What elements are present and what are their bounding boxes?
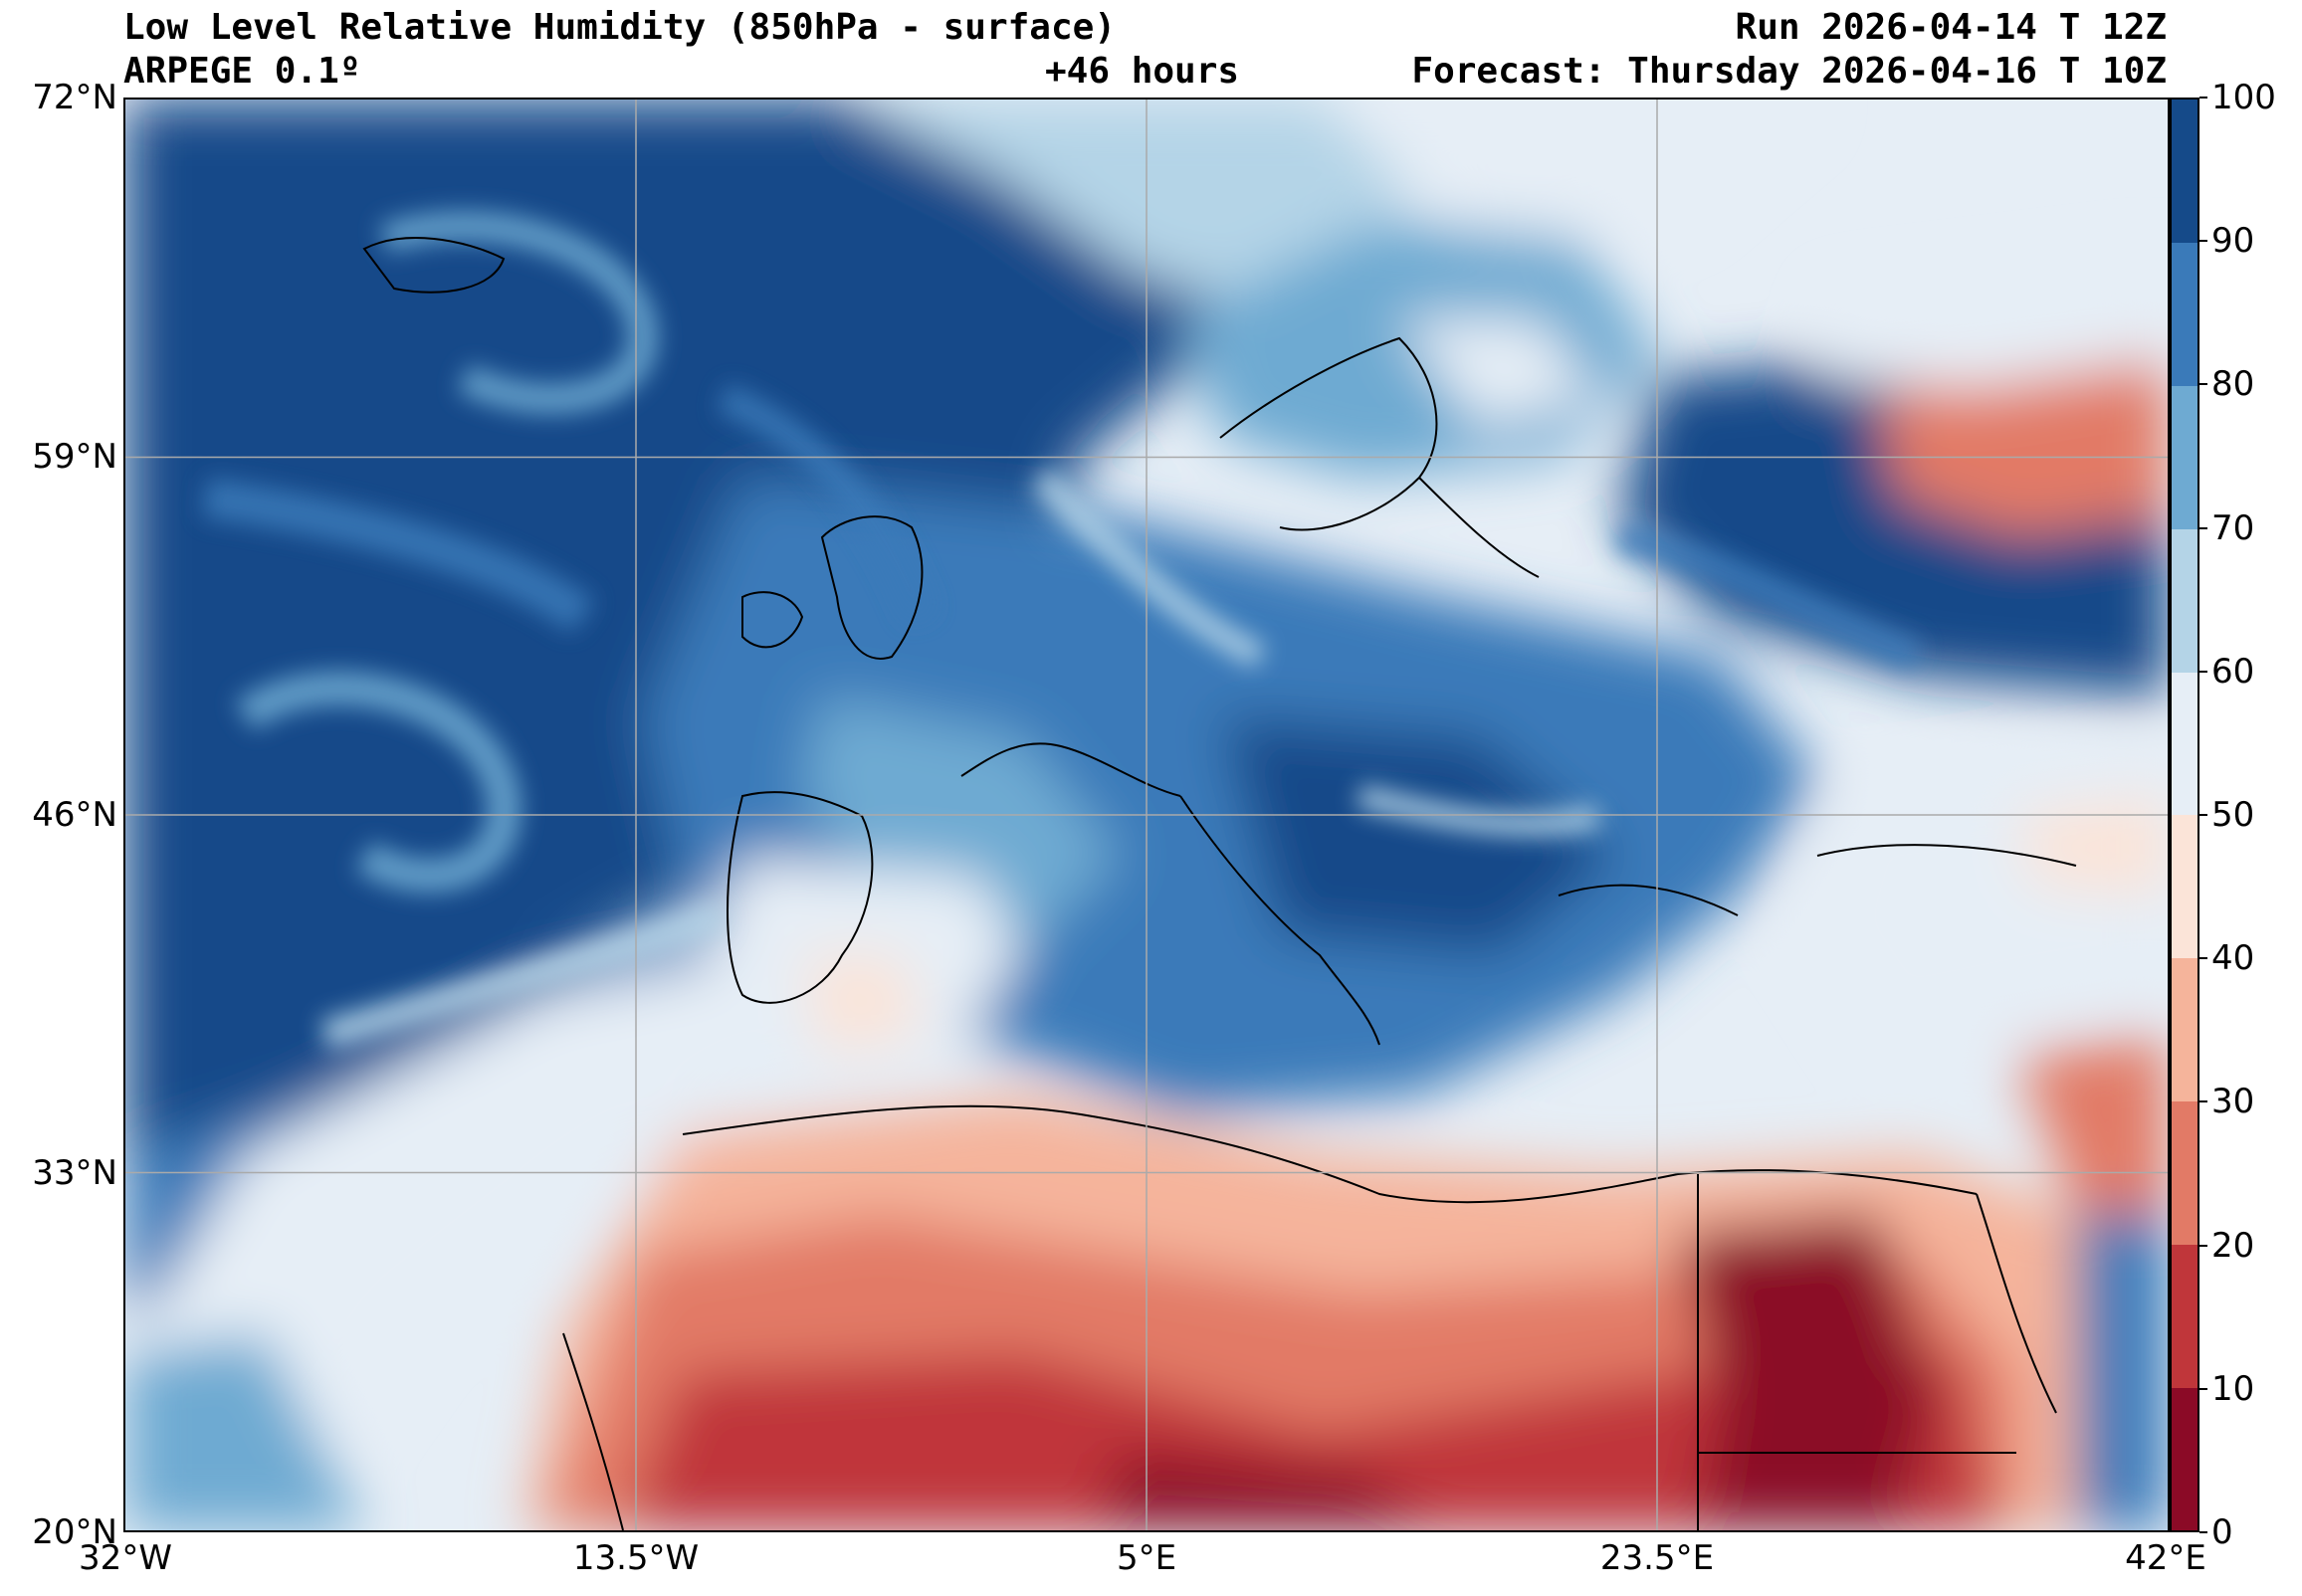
colorbar-tick-label: 100 bbox=[2211, 78, 2276, 117]
colorbar-tick bbox=[2199, 97, 2207, 99]
map-title: Low Level Relative Humidity (850hPa - su… bbox=[123, 7, 1116, 48]
colorbar-tick bbox=[2199, 1100, 2207, 1103]
colorbar-tick-label: 40 bbox=[2211, 938, 2255, 979]
colorbar-tick bbox=[2199, 1244, 2207, 1247]
lon-label-42e: 42°E bbox=[2125, 1538, 2206, 1578]
colorbar-tick-label: 80 bbox=[2211, 364, 2255, 405]
colorbar-tick-label: 10 bbox=[2211, 1368, 2255, 1409]
humidity-field bbox=[125, 100, 2168, 1530]
humidity-map[interactable] bbox=[123, 98, 2170, 1532]
colorbar-tick-label: 70 bbox=[2211, 507, 2255, 548]
colorbar-segment bbox=[2172, 1387, 2197, 1530]
colorbar-tick bbox=[2199, 383, 2207, 386]
lon-label-5e: 5°E bbox=[1116, 1538, 1177, 1578]
colorbar-segment bbox=[2172, 957, 2197, 1102]
colorbar-tick-label: 50 bbox=[2211, 795, 2255, 835]
colorbar-tick-label: 20 bbox=[2211, 1225, 2255, 1266]
colorbar-tick-label: 60 bbox=[2211, 651, 2255, 692]
colorbar-tick bbox=[2199, 240, 2207, 243]
colorbar-segment bbox=[2172, 100, 2197, 244]
lat-label-20: 20°N bbox=[32, 1512, 117, 1552]
colorbar-tick-label: 0 bbox=[2211, 1512, 2233, 1552]
colorbar-tick-label: 30 bbox=[2211, 1082, 2255, 1122]
colorbar-segment bbox=[2172, 1100, 2197, 1245]
colorbar-tick-label: 90 bbox=[2211, 221, 2255, 262]
lat-label-46: 46°N bbox=[32, 795, 117, 835]
lon-label-32w: 32°W bbox=[79, 1538, 172, 1578]
colorbar-segment bbox=[2172, 815, 2197, 959]
lat-label-33: 33°N bbox=[32, 1153, 117, 1193]
model-name: ARPEGE 0.1º bbox=[123, 51, 361, 92]
colorbar-tick bbox=[2199, 1387, 2207, 1390]
lat-label-72: 72°N bbox=[32, 78, 117, 117]
colorbar-tick bbox=[2199, 526, 2207, 529]
colorbar-segment bbox=[2172, 672, 2197, 816]
forecast-time: Forecast: Thursday 2026-04-16 T 10Z bbox=[1411, 51, 2167, 92]
colorbar-tick bbox=[2199, 957, 2207, 960]
lon-label-13-5w: 13.5°W bbox=[572, 1538, 700, 1578]
run-time: Run 2026-04-14 T 12Z bbox=[1735, 7, 2167, 48]
colorbar-tick bbox=[2199, 814, 2207, 816]
coastlines bbox=[362, 237, 2077, 1530]
colorbar-segment bbox=[2172, 242, 2197, 387]
lat-label-59: 59°N bbox=[32, 437, 117, 477]
lead-time: +46 hours bbox=[1045, 51, 1240, 92]
lon-label-23-5e: 23.5°E bbox=[1599, 1538, 1715, 1578]
graticule bbox=[125, 100, 2168, 1530]
colorbar bbox=[2170, 98, 2199, 1532]
colorbar-tick bbox=[2199, 1531, 2207, 1533]
map-canvas bbox=[125, 100, 2168, 1530]
colorbar-segment bbox=[2172, 385, 2197, 529]
colorbar-tick bbox=[2199, 670, 2207, 673]
colorbar-segment bbox=[2172, 528, 2197, 673]
colorbar-segment bbox=[2172, 1244, 2197, 1388]
